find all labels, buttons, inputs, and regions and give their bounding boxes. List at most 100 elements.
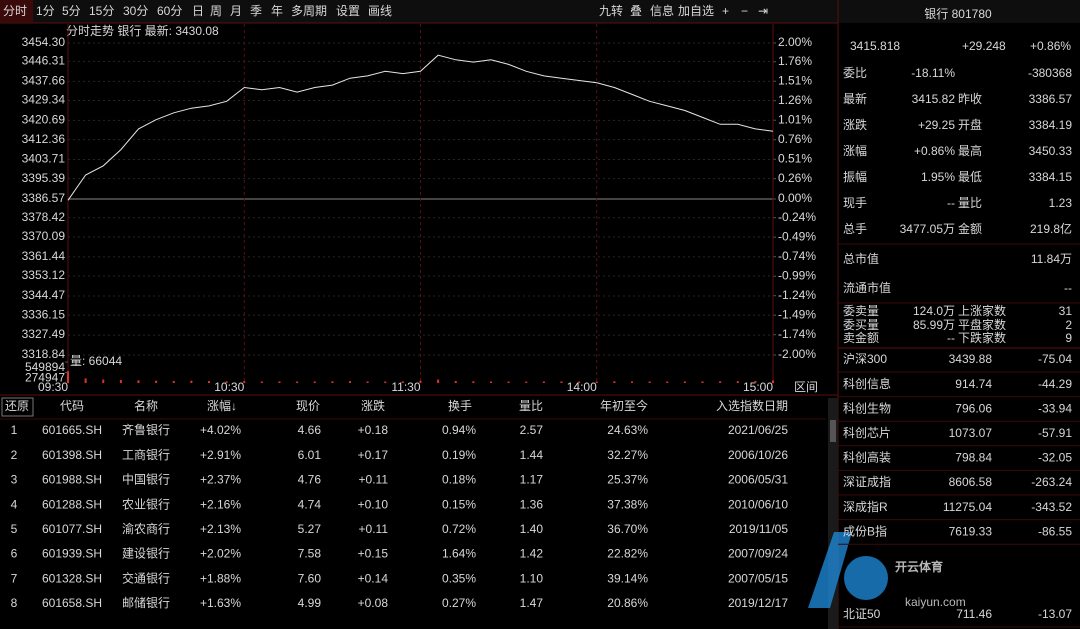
table-cell[interactable]: 601939.SH — [42, 547, 102, 561]
table-cell[interactable]: +0.14 — [358, 571, 389, 585]
table-cell[interactable]: 2019/12/17 — [728, 596, 788, 610]
tab[interactable]: 周 — [210, 4, 222, 18]
tab[interactable]: 30分 — [123, 4, 148, 18]
table-cell[interactable]: +1.88% — [200, 571, 241, 585]
table-cell[interactable]: 601077.SH — [42, 522, 102, 536]
table-cell[interactable]: 2007/05/15 — [728, 571, 788, 585]
table-cell[interactable]: 32.27% — [607, 448, 648, 462]
table-cell[interactable]: +0.15 — [358, 547, 389, 561]
tab[interactable]: 月 — [230, 4, 242, 18]
table-cell[interactable]: 1.47 — [520, 596, 544, 610]
table-cell[interactable]: 4 — [11, 497, 18, 511]
table-cell[interactable]: +0.11 — [359, 473, 389, 487]
table-cell[interactable]: 6.01 — [298, 448, 322, 462]
tab[interactable]: 60分 — [157, 4, 182, 18]
table-cell[interactable]: 7 — [11, 571, 18, 585]
table-cell[interactable]: 1.36 — [520, 497, 544, 511]
tool-button[interactable]: − — [741, 4, 748, 18]
table-cell[interactable]: 0.18% — [442, 473, 476, 487]
tab[interactable]: 季 — [250, 4, 262, 18]
table-cell[interactable]: +0.08 — [358, 596, 389, 610]
table-cell[interactable]: 2021/06/25 — [728, 423, 788, 437]
table-header[interactable]: 年初至今 — [600, 398, 648, 413]
table-cell[interactable]: 1.17 — [520, 473, 544, 487]
table-header[interactable]: 代码 — [60, 399, 84, 413]
table-cell[interactable]: 39.14% — [607, 571, 648, 585]
table-cell[interactable]: 0.94% — [442, 423, 476, 437]
table-cell[interactable]: 7.60 — [298, 571, 322, 585]
table-cell[interactable]: 5 — [11, 522, 18, 536]
table-cell[interactable]: +1.63% — [200, 596, 241, 610]
table-cell[interactable]: 0.19% — [442, 448, 476, 462]
table-cell[interactable]: 1.40 — [520, 522, 544, 536]
tool-button[interactable]: 叠 — [630, 4, 642, 18]
table-cell[interactable]: 1.44 — [520, 448, 544, 462]
index-name[interactable]: 成份B指 — [843, 523, 887, 538]
table-cell[interactable]: 2006/05/31 — [728, 473, 788, 487]
range-label[interactable]: 区间 — [794, 380, 818, 394]
tab[interactable]: 5分 — [62, 4, 81, 18]
table-cell[interactable]: 建设银行 — [122, 547, 170, 561]
index-name[interactable]: 科创信息 — [843, 376, 891, 391]
tool-button[interactable]: 加自选 — [678, 4, 714, 18]
table-cell[interactable]: 0.72% — [442, 522, 476, 536]
table-cell[interactable]: 邮储银行 — [122, 595, 170, 610]
table-cell[interactable]: 0.15% — [442, 497, 476, 511]
table-cell[interactable]: +0.17 — [358, 448, 389, 462]
table-cell[interactable]: 24.63% — [607, 423, 648, 437]
table-cell[interactable]: 2019/11/05 — [729, 522, 788, 536]
tab[interactable]: 日 — [192, 4, 204, 18]
index-name[interactable]: 科创芯片 — [843, 426, 891, 440]
table-header[interactable]: 名称 — [134, 398, 158, 413]
table-cell[interactable]: 工商银行 — [122, 447, 170, 462]
table-cell[interactable]: +2.02% — [200, 547, 241, 561]
tool-button[interactable]: ⇥ — [758, 4, 768, 18]
table-cell[interactable]: 3 — [11, 473, 18, 487]
table-header[interactable]: 量比 — [519, 399, 543, 413]
index-name[interactable]: 深证成指 — [843, 474, 891, 489]
tab[interactable]: 15分 — [89, 4, 114, 18]
table-cell[interactable]: 2007/09/24 — [728, 547, 788, 561]
table-cell[interactable]: 601328.SH — [42, 571, 102, 585]
index-name[interactable]: 科创高装 — [843, 450, 891, 465]
table-cell[interactable]: 36.70% — [607, 522, 648, 536]
table-cell[interactable]: 25.37% — [607, 473, 648, 487]
scroll-thumb[interactable] — [830, 420, 836, 442]
tab[interactable]: 年 — [271, 4, 283, 18]
table-cell[interactable]: 4.74 — [298, 497, 322, 511]
table-cell[interactable]: +2.91% — [200, 448, 241, 462]
table-cell[interactable]: +2.13% — [200, 522, 241, 536]
tab[interactable]: 设置 — [336, 4, 360, 18]
table-cell[interactable]: 4.76 — [298, 473, 322, 487]
table-cell[interactable]: 601288.SH — [42, 497, 102, 511]
table-cell[interactable]: 2006/10/26 — [728, 448, 788, 462]
table-cell[interactable]: 6 — [11, 547, 18, 561]
index-name[interactable]: 科创生物 — [843, 401, 891, 415]
table-header[interactable]: 涨跌 — [361, 398, 385, 413]
table-cell[interactable]: 1.42 — [520, 547, 544, 561]
tab[interactable]: 多周期 — [291, 4, 327, 18]
table-header[interactable]: 入选指数日期 — [716, 398, 788, 413]
index-name[interactable]: 北证50 — [843, 607, 881, 621]
table-cell[interactable]: 1.10 — [520, 571, 544, 585]
table-cell[interactable]: +0.11 — [359, 522, 389, 536]
scrollbar[interactable] — [828, 398, 838, 629]
table-cell[interactable]: 0.27% — [442, 596, 476, 610]
table-cell[interactable]: 4.66 — [298, 423, 322, 437]
table-cell[interactable]: 渝农商行 — [122, 521, 170, 536]
table-cell[interactable]: +4.02% — [200, 423, 241, 437]
table-cell[interactable]: 601988.SH — [42, 473, 102, 487]
tab[interactable]: 分时 — [3, 4, 27, 18]
table-cell[interactable]: 中国银行 — [122, 472, 170, 487]
table-cell[interactable]: 37.38% — [607, 497, 648, 511]
table-header[interactable]: 涨幅↓ — [207, 398, 237, 413]
table-cell[interactable]: 齐鲁银行 — [122, 422, 170, 437]
tab[interactable]: 1分 — [36, 4, 55, 18]
table-cell[interactable]: 7.58 — [298, 547, 322, 561]
table-cell[interactable]: 601665.SH — [42, 423, 102, 437]
table-cell[interactable]: 2 — [11, 448, 18, 462]
table-cell[interactable]: 601398.SH — [42, 448, 102, 462]
table-cell[interactable]: +2.16% — [200, 497, 241, 511]
tool-button[interactable]: 九转 — [599, 3, 623, 18]
table-cell[interactable]: 农业银行 — [122, 497, 170, 511]
